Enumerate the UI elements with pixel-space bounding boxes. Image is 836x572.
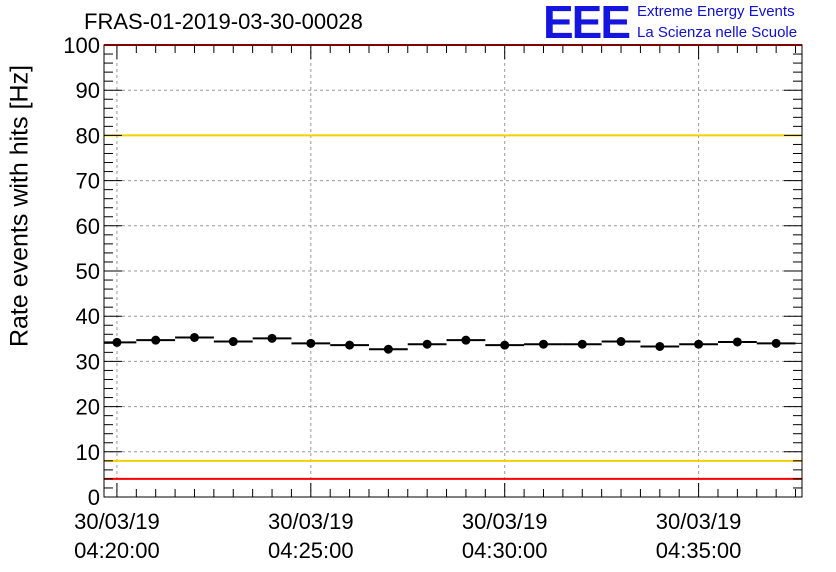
data-point: [267, 333, 277, 343]
data-point: [383, 344, 393, 354]
data-point: [538, 339, 548, 349]
y-tick-label: 10: [76, 440, 100, 465]
data-layer: [104, 332, 796, 354]
y-tick-label: 50: [76, 259, 100, 284]
tick-labels: 0 10 20 30 40 50 60 70 80 90 100 30/03/19 04:20:00 30…: [63, 33, 741, 563]
logo-text-line2: La Scienza nelle Scuole: [637, 24, 798, 41]
axis-ticks: [104, 44, 802, 498]
data-point: [732, 337, 742, 347]
data-point: [422, 339, 432, 349]
x-tick-time: 04:25:00: [268, 538, 354, 563]
x-tick-date: 30/03/19: [462, 509, 548, 534]
y-tick-label: 60: [76, 214, 100, 239]
y-tick-label: 0: [88, 485, 100, 510]
y-tick-label: 70: [76, 169, 100, 194]
y-tick-label: 90: [76, 78, 100, 103]
x-tick-date: 30/03/19: [268, 509, 354, 534]
chart-title: FRAS-01-2019-03-30-00028: [84, 9, 363, 34]
x-tick-time: 04:20:00: [74, 538, 160, 563]
logo-text-line1: Extreme Energy Events: [637, 3, 795, 20]
data-point: [577, 339, 587, 349]
y-tick-label: 30: [76, 349, 100, 374]
y-tick-label: 20: [76, 395, 100, 420]
data-point: [500, 340, 510, 350]
y-tick-label: 40: [76, 304, 100, 329]
x-tick-time: 04:30:00: [462, 538, 548, 563]
x-tick-time: 04:35:00: [656, 538, 742, 563]
reference-lines: [104, 44, 802, 480]
data-point: [189, 332, 199, 342]
data-point: [112, 337, 122, 347]
x-tick-date: 30/03/19: [74, 509, 160, 534]
data-point: [655, 341, 665, 351]
data-point: [228, 337, 238, 347]
data-point: [771, 338, 781, 348]
data-point: [616, 337, 626, 347]
data-point: [694, 339, 704, 349]
data-point: [306, 338, 316, 348]
data-point: [461, 335, 471, 345]
y-tick-label: 100: [63, 33, 100, 58]
data-point: [151, 335, 161, 345]
grid-layer: [104, 45, 802, 497]
data-point: [345, 340, 355, 350]
x-tick-date: 30/03/19: [656, 509, 742, 534]
y-tick-label: 80: [76, 123, 100, 148]
eee-logo: EEE: [543, 0, 631, 48]
